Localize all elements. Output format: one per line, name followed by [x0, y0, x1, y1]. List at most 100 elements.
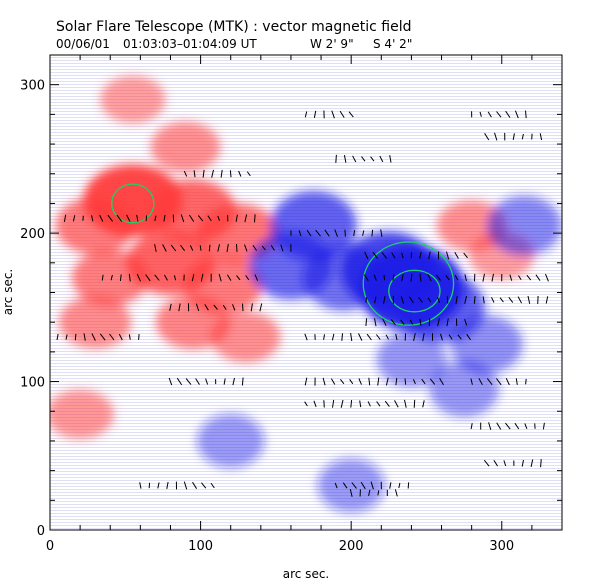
field-vector-124 [509, 274, 513, 281]
field-vector-228 [505, 377, 510, 386]
field-vector-59 [195, 303, 200, 312]
field-vector-69 [74, 333, 77, 341]
field-vector-241 [394, 400, 399, 408]
contour-1 [362, 241, 455, 326]
field-vector-4 [99, 214, 104, 222]
plot-area [50, 55, 562, 530]
field-vector-273 [166, 481, 169, 489]
y-tick-label-100: 100 [20, 376, 45, 391]
field-vector-286 [398, 482, 401, 489]
field-vector-185 [339, 110, 345, 118]
field-vector-13 [180, 214, 185, 223]
field-vector-150 [365, 318, 368, 327]
field-vector-192 [514, 110, 519, 119]
field-vector-272 [157, 482, 160, 489]
field-vector-107 [463, 252, 468, 259]
field-vector-88 [315, 229, 321, 237]
field-vector-207 [389, 155, 392, 163]
field-vector-170 [376, 334, 381, 340]
field-vector-242 [404, 399, 407, 408]
field-vector-42 [136, 273, 141, 282]
observation-time-range: 01:03:03–01:04:09 UT [123, 37, 257, 51]
negative-polarity-region-10 [196, 413, 265, 468]
field-vector-155 [409, 319, 414, 325]
field-vector-66 [259, 303, 263, 312]
field-vector-7 [126, 214, 131, 222]
x-tick-label-200: 200 [339, 539, 364, 554]
field-vector-38 [101, 274, 104, 281]
field-vector-83 [238, 170, 242, 177]
field-vector-234 [332, 399, 335, 408]
field-vector-138 [446, 296, 449, 304]
transverse-field-vectors [56, 110, 549, 497]
positive-polarity-region-1 [55, 197, 135, 255]
field-vector-226 [486, 378, 493, 386]
field-vector-72 [99, 333, 106, 341]
field-vector-98 [381, 252, 387, 259]
x-tick-label-100: 100 [188, 539, 213, 554]
field-vector-146 [517, 296, 523, 304]
field-vector-109 [373, 274, 377, 281]
field-vector-118 [454, 274, 459, 281]
field-vector-147 [527, 295, 531, 304]
field-vector-224 [470, 378, 473, 385]
field-vector-233 [323, 400, 325, 408]
field-vector-186 [348, 111, 354, 118]
field-vector-283 [370, 481, 374, 490]
field-vector-159 [446, 318, 449, 327]
field-vector-102 [419, 251, 422, 259]
field-vector-32 [244, 244, 248, 252]
field-vector-84 [246, 171, 251, 177]
field-vector-99 [391, 252, 396, 259]
field-vector-43 [145, 274, 151, 282]
field-vector-201 [335, 154, 337, 163]
field-vector-40 [119, 274, 122, 282]
field-vector-290 [368, 489, 371, 497]
field-vector-76 [138, 334, 140, 340]
field-vector-144 [499, 297, 504, 303]
field-vector-143 [491, 297, 495, 303]
field-vector-213 [349, 379, 354, 385]
field-vector-30 [226, 243, 229, 252]
field-vector-206 [379, 155, 384, 163]
field-vector-67 [56, 333, 59, 341]
field-vector-268 [530, 459, 534, 468]
field-vector-174 [413, 333, 416, 342]
field-vector-280 [342, 482, 348, 489]
field-vector-21 [254, 214, 256, 223]
field-vector-73 [109, 333, 115, 341]
field-vector-232 [313, 400, 317, 407]
field-vector-265 [503, 460, 507, 467]
field-vector-189 [487, 111, 492, 118]
field-vector-70 [83, 333, 86, 341]
field-vector-1 [72, 215, 76, 222]
field-vector-125 [518, 275, 522, 281]
field-vector-34 [261, 245, 266, 251]
field-vector-6 [116, 214, 123, 222]
field-vector-36 [280, 244, 284, 252]
field-vector-128 [545, 273, 549, 282]
field-vector-194 [484, 133, 490, 141]
field-vector-203 [352, 155, 357, 163]
field-vector-167 [350, 333, 353, 342]
field-vector-19 [235, 214, 238, 222]
field-vector-216 [377, 377, 380, 386]
y-tick-label-0: 0 [37, 524, 45, 539]
x-axis-label: arc sec. [283, 567, 329, 581]
field-vector-26 [189, 245, 194, 251]
field-vector-94 [371, 229, 374, 237]
field-vector-54 [245, 275, 250, 281]
field-vector-25 [180, 244, 186, 251]
field-vector-285 [389, 482, 392, 489]
field-vector-204 [361, 156, 366, 162]
field-vector-258 [505, 422, 511, 430]
field-vector-260 [524, 423, 528, 429]
field-vector-218 [395, 377, 398, 386]
field-vector-97 [372, 251, 379, 259]
field-vector-41 [128, 273, 131, 282]
field-vector-239 [376, 401, 381, 407]
positive-polarity-region-10 [150, 121, 221, 173]
field-vector-264 [493, 460, 499, 467]
field-vector-229 [515, 378, 518, 385]
